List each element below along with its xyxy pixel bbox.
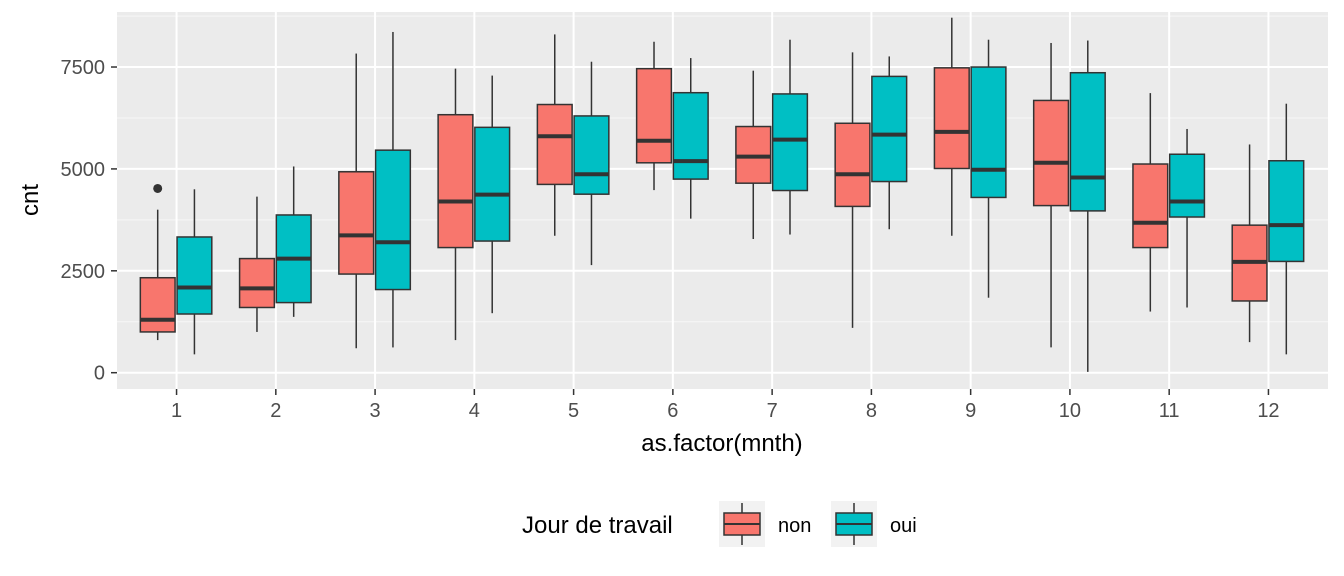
box-oui-2 xyxy=(275,166,312,317)
x-tick-label: 1 xyxy=(171,400,182,422)
box-body xyxy=(1132,163,1169,249)
box-non-7 xyxy=(735,70,772,240)
box-non-1 xyxy=(139,183,176,341)
box-body xyxy=(1168,153,1206,218)
box-body xyxy=(474,126,511,242)
y-tick-label: 2500 xyxy=(61,261,106,283)
box-body xyxy=(338,171,375,275)
boxes-layer xyxy=(139,17,1305,372)
x-tick-label: 6 xyxy=(667,400,678,422)
box-body xyxy=(238,257,276,309)
box-body xyxy=(536,103,573,186)
box-oui-9 xyxy=(970,39,1007,298)
box-body xyxy=(1032,99,1070,207)
x-tick-label: 3 xyxy=(370,400,381,422)
y-tick-label: 5000 xyxy=(61,159,106,181)
box-body xyxy=(771,93,809,192)
legend-title: Jour de travail xyxy=(522,512,673,539)
box-body xyxy=(1268,160,1305,263)
box-body xyxy=(437,113,474,249)
box-body xyxy=(834,122,871,208)
box-oui-4 xyxy=(474,75,511,314)
x-tick-label: 11 xyxy=(1159,400,1180,422)
box-oui-11 xyxy=(1168,128,1206,308)
y-axis-title: cnt xyxy=(17,184,44,216)
box-body xyxy=(573,115,610,195)
x-tick-label: 12 xyxy=(1257,400,1279,422)
box-non-2 xyxy=(238,196,276,332)
legend: Jour de travail non oui xyxy=(522,501,917,547)
box-body xyxy=(139,276,176,333)
outlier-point xyxy=(153,183,163,193)
box-body xyxy=(871,75,908,183)
legend-label-non: non xyxy=(778,515,811,537)
box-non-10 xyxy=(1032,42,1070,348)
box-oui-8 xyxy=(871,56,908,230)
x-tick-label: 2 xyxy=(270,400,281,422)
box-oui-10 xyxy=(1069,40,1106,372)
x-tick-label: 7 xyxy=(767,400,778,422)
box-oui-7 xyxy=(771,39,809,235)
y-tick-label: 0 xyxy=(94,363,105,385)
x-tick-label: 4 xyxy=(469,400,480,422)
box-non-6 xyxy=(635,41,673,191)
box-oui-6 xyxy=(672,58,709,219)
legend-keys: non oui xyxy=(719,501,917,547)
plot-panel xyxy=(117,12,1328,389)
y-tick-label: 7500 xyxy=(61,57,106,79)
box-non-12 xyxy=(1231,144,1268,343)
legend-label-oui: oui xyxy=(890,515,917,537)
x-tick-label: 8 xyxy=(866,400,877,422)
box-body xyxy=(635,67,673,164)
box-non-3 xyxy=(338,53,375,349)
x-tick-label: 9 xyxy=(965,400,976,422)
box-body xyxy=(374,149,412,291)
box-body xyxy=(1069,71,1106,212)
x-tick-label: 5 xyxy=(568,400,579,422)
box-non-5 xyxy=(536,34,573,236)
box-oui-1 xyxy=(176,189,213,355)
box-non-8 xyxy=(834,52,871,328)
x-tick-label: 10 xyxy=(1059,400,1081,422)
box-oui-5 xyxy=(573,61,610,266)
box-oui-12 xyxy=(1268,103,1305,355)
box-non-9 xyxy=(933,17,970,236)
x-axis-title: as.factor(mnth) xyxy=(641,430,802,457)
box-body xyxy=(672,91,709,180)
box-non-4 xyxy=(437,68,474,341)
box-body xyxy=(933,67,970,170)
box-non-11 xyxy=(1132,93,1169,312)
box-body xyxy=(176,236,213,315)
box-body xyxy=(970,66,1007,199)
box-oui-3 xyxy=(374,31,412,348)
